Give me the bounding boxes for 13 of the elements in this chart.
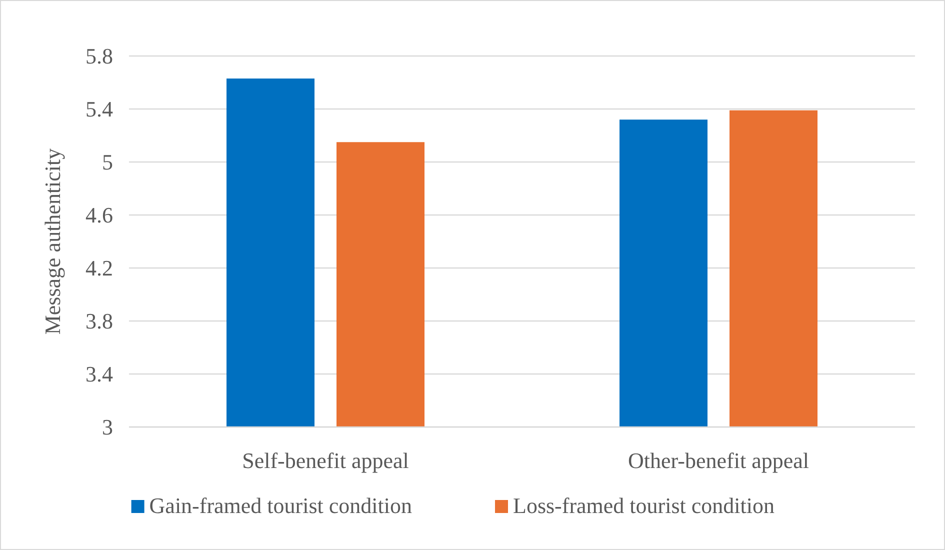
y-tick-label: 5 xyxy=(102,150,113,175)
legend-label: Gain-framed tourist condition xyxy=(149,493,412,518)
legend-label: Loss-framed tourist condition xyxy=(513,493,775,518)
y-tick-label: 3.8 xyxy=(86,308,113,334)
y-tick-label: 3.4 xyxy=(86,362,113,387)
x-tick-label: Self-benefit appeal xyxy=(242,448,409,473)
y-tick-label: 4.6 xyxy=(86,202,113,228)
y-tick-label: 4.2 xyxy=(86,256,113,281)
y-tick-label: 3 xyxy=(102,414,113,440)
y-axis-title: Message authenticity xyxy=(40,148,65,335)
y-tick-label: 5.8 xyxy=(86,44,113,69)
x-tick-label: Other-benefit appeal xyxy=(628,448,809,473)
y-tick-label: 5.4 xyxy=(86,96,113,122)
